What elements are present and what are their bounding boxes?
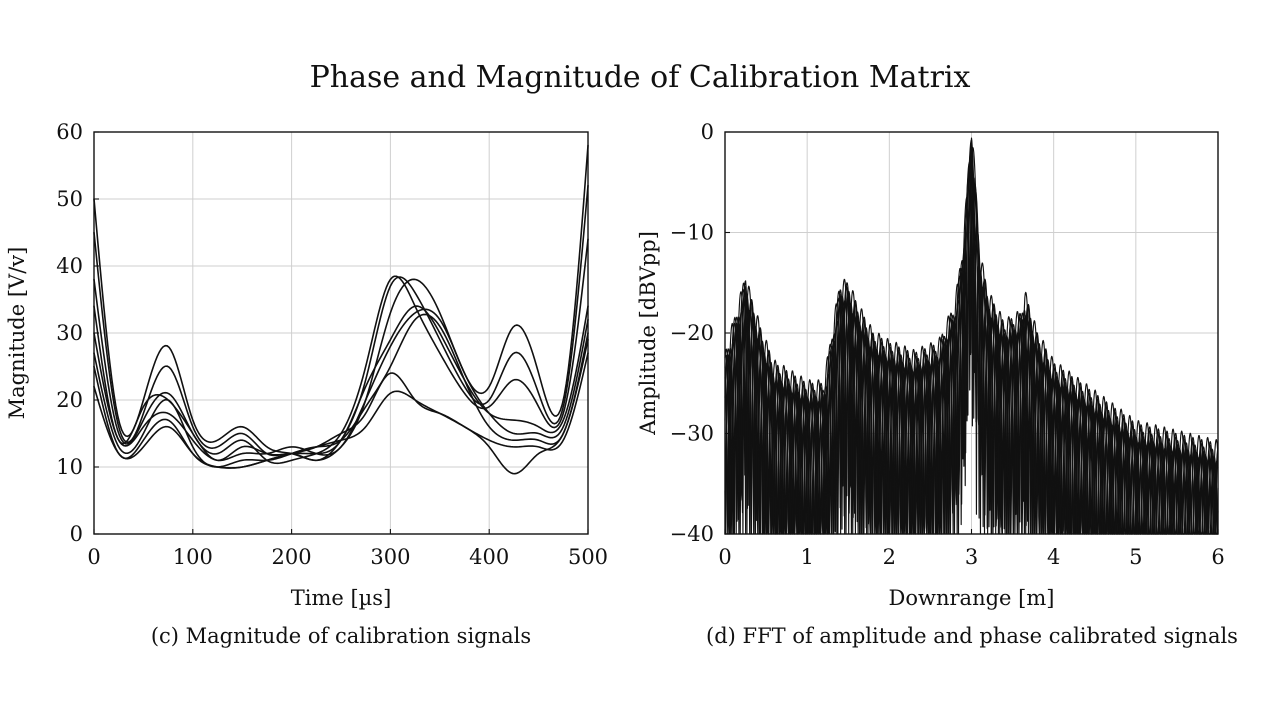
fft-x-tick-label: 2 <box>883 545 896 569</box>
fft-series-group <box>724 137 1219 535</box>
magnitude-y-axis-label: Magnitude [V/v] <box>5 247 29 420</box>
fft-x-tick-label: 1 <box>800 545 813 569</box>
fft-y-axis-label: Amplitude [dBVpp] <box>636 231 660 436</box>
magnitude-x-tick-label: 500 <box>568 545 608 569</box>
fft-series-8 <box>724 177 1219 535</box>
magnitude-x-tick-label: 200 <box>272 545 312 569</box>
fft-x-axis-label: Downrange [m] <box>889 586 1055 610</box>
fft-x-tick-label: 5 <box>1129 545 1142 569</box>
magnitude-y-tick-label: 50 <box>56 187 83 211</box>
fft-series-4 <box>724 146 1219 535</box>
magnitude-y-tick-label: 10 <box>56 455 83 479</box>
fft-ticks: 0 1 2 3 4 5 6 −40 −30 −20 −10 0 <box>670 120 1225 569</box>
magnitude-series-7 <box>93 338 589 475</box>
magnitude-y-tick-label: 40 <box>56 254 83 278</box>
fft-y-tick-label: −40 <box>670 522 714 546</box>
magnitude-x-tick-label: 400 <box>469 545 509 569</box>
magnitude-x-tick-label: 300 <box>370 545 410 569</box>
magnitude-ticks: 0 100 200 300 400 500 0 10 20 30 40 50 60 <box>56 120 608 569</box>
magnitude-x-tick-label: 0 <box>87 545 100 569</box>
magnitude-grid <box>94 132 588 534</box>
magnitude-caption: (c) Magnitude of calibration signals <box>151 624 531 648</box>
fft-y-tick-label: 0 <box>701 120 714 144</box>
magnitude-series-2 <box>93 184 589 462</box>
fft-y-tick-label: −20 <box>670 321 714 345</box>
magnitude-series-group <box>93 144 589 475</box>
fft-x-tick-label: 3 <box>965 545 978 569</box>
fft-y-tick-label: −10 <box>670 221 714 245</box>
magnitude-series-3 <box>93 238 589 465</box>
fft-x-tick-label: 6 <box>1211 545 1224 569</box>
fft-caption: (d) FFT of amplitude and phase calibrate… <box>706 624 1238 648</box>
magnitude-series-8 <box>93 352 589 469</box>
magnitude-y-tick-label: 20 <box>56 388 83 412</box>
magnitude-y-tick-label: 60 <box>56 120 83 144</box>
fft-series-6 <box>724 139 1219 535</box>
magnitude-y-tick-label: 0 <box>70 522 83 546</box>
fft-x-tick-label: 0 <box>718 545 731 569</box>
figure-title: Phase and Magnitude of Calibration Matri… <box>309 60 971 95</box>
magnitude-series-5 <box>93 308 589 462</box>
magnitude-y-tick-label: 30 <box>56 321 83 345</box>
magnitude-series-4 <box>93 305 589 462</box>
fft-chart: 0 1 2 3 4 5 6 −40 −30 −20 −10 0 Downrange [m] Ampli… <box>636 120 1238 648</box>
fft-y-tick-label: −30 <box>670 422 714 446</box>
magnitude-series-6 <box>93 313 589 468</box>
magnitude-x-axis-label: Time [µs] <box>291 586 392 610</box>
fft-x-tick-label: 4 <box>1047 545 1060 569</box>
magnitude-x-tick-label: 100 <box>173 545 213 569</box>
